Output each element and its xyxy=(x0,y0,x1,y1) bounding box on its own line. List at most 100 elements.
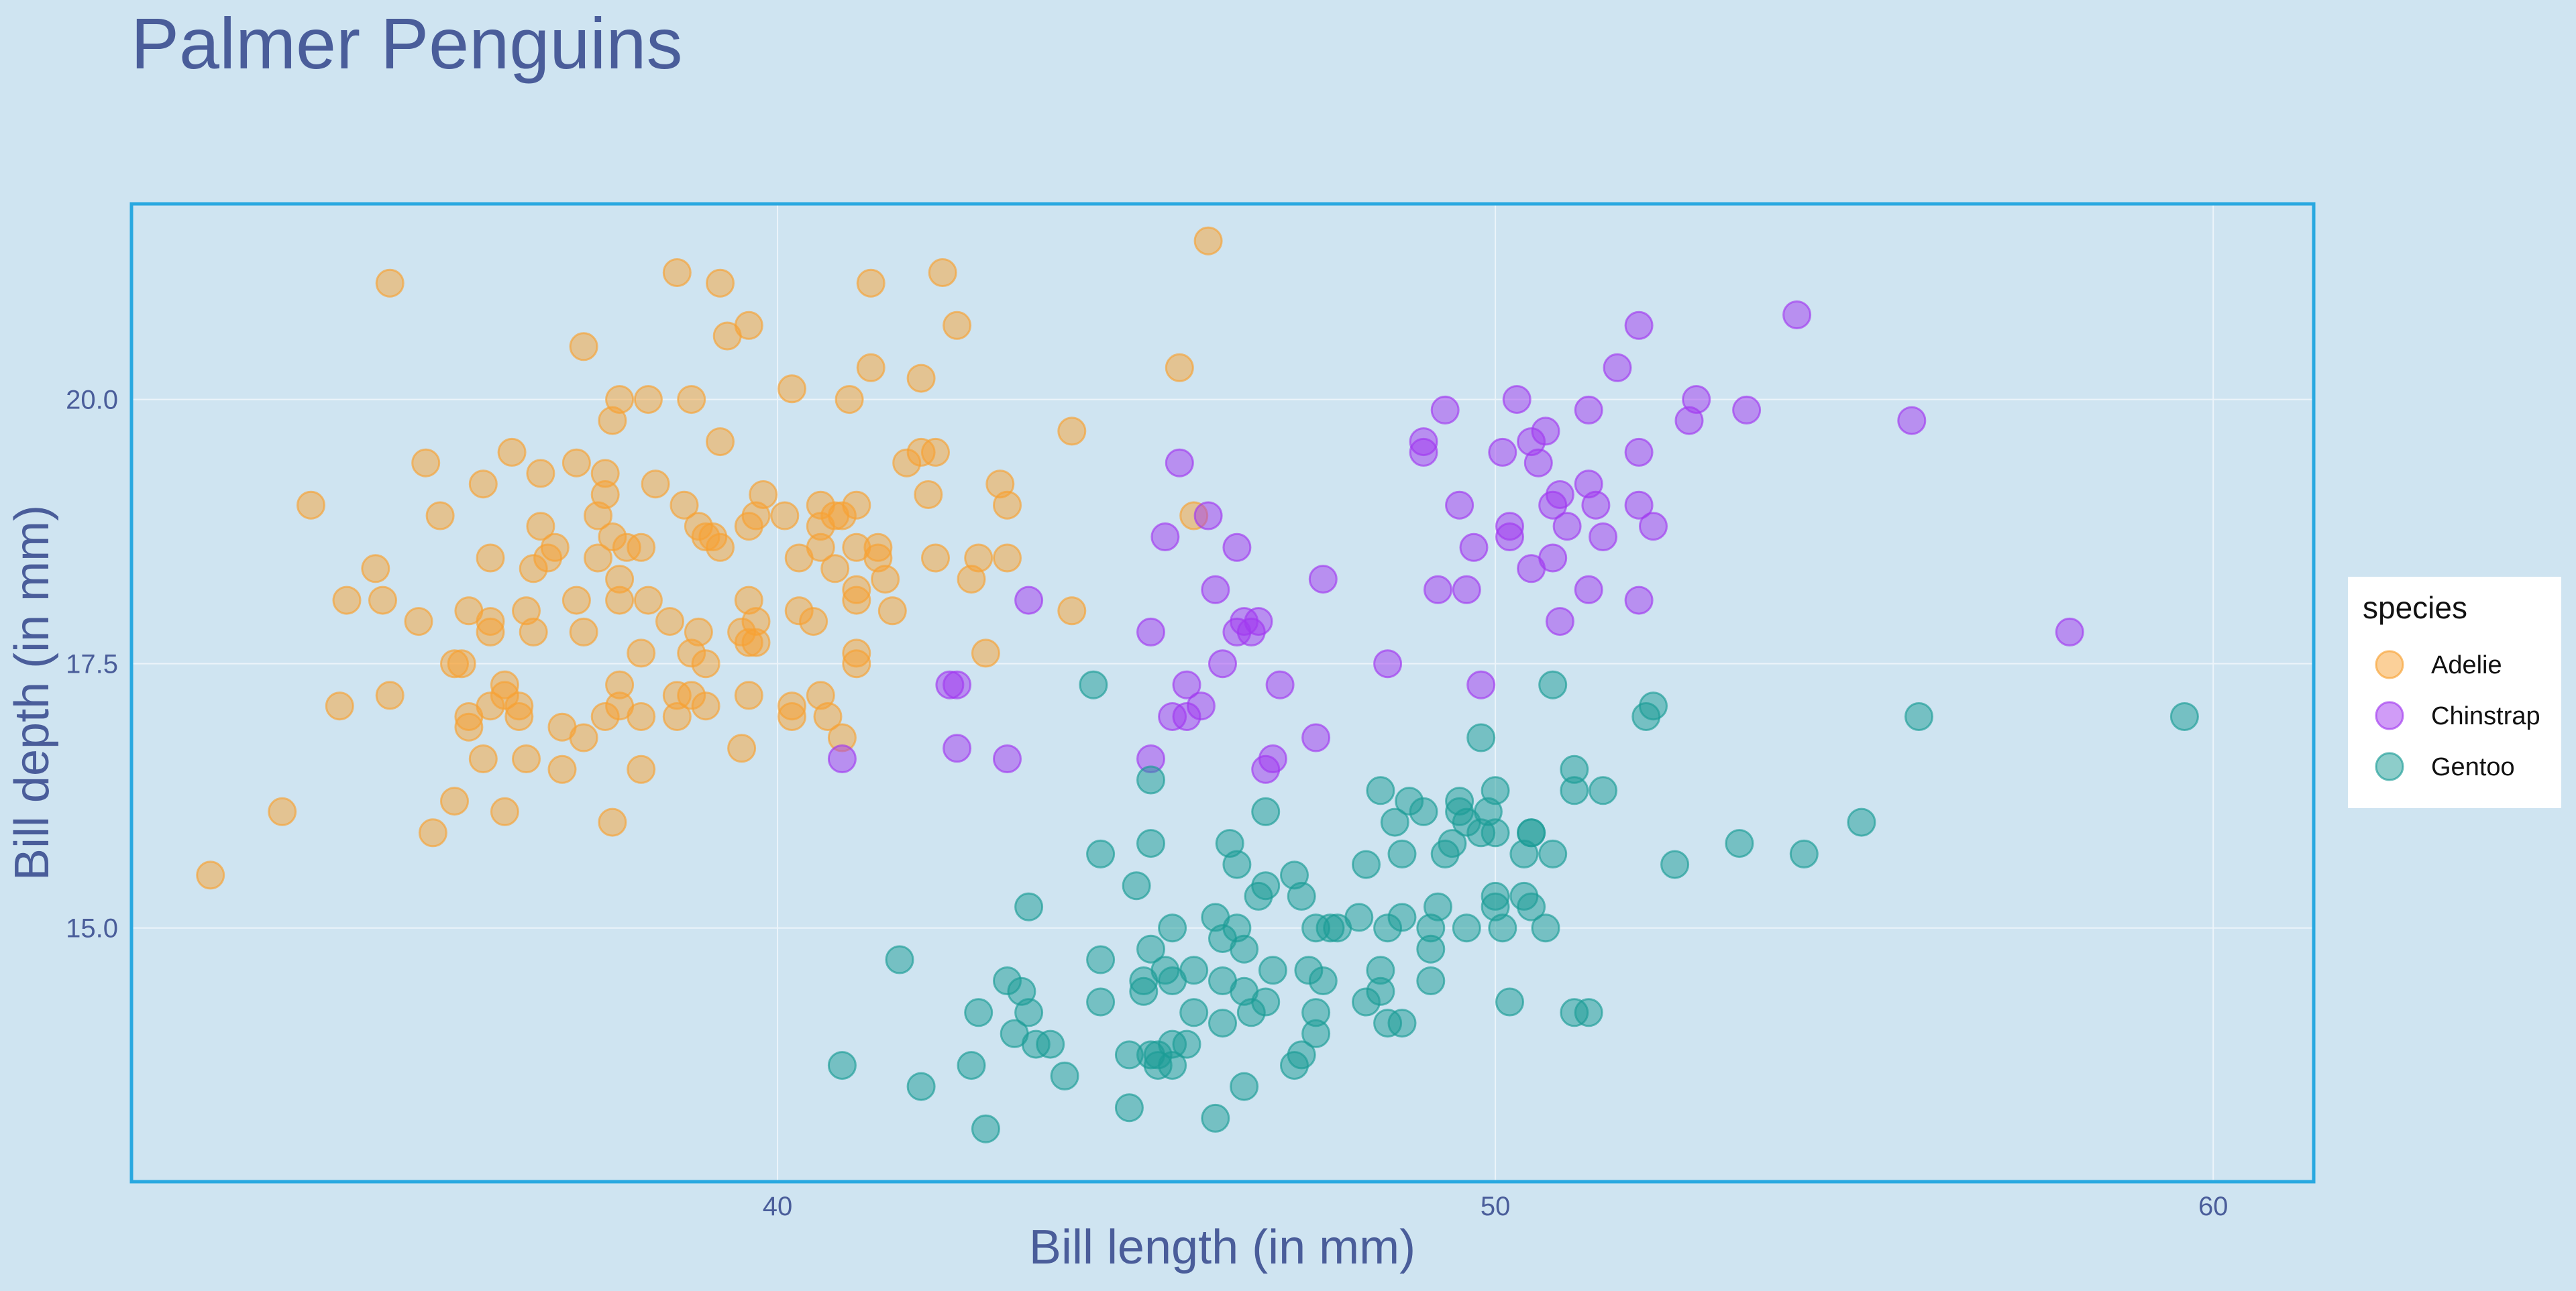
data-point-chinstrap xyxy=(1897,406,1927,435)
data-point-adelie xyxy=(706,268,735,298)
y-axis-title: Bill depth (in mm) xyxy=(5,505,59,881)
data-point-adelie xyxy=(418,818,447,848)
data-point-gentoo xyxy=(1639,691,1668,721)
data-point-adelie xyxy=(268,797,297,826)
data-point-adelie xyxy=(691,649,720,679)
data-point-gentoo xyxy=(1560,754,1589,784)
data-point-adelie xyxy=(447,649,476,679)
data-point-gentoo xyxy=(1438,829,1467,858)
data-point-adelie xyxy=(820,554,850,583)
data-point-chinstrap xyxy=(993,744,1022,773)
data-point-adelie xyxy=(325,691,354,721)
data-point-chinstrap xyxy=(1581,490,1611,520)
data-point-gentoo xyxy=(1387,839,1417,868)
data-point-chinstrap xyxy=(1782,300,1812,329)
data-point-adelie xyxy=(476,617,505,647)
data-point-gentoo xyxy=(1172,1029,1201,1059)
data-point-gentoo xyxy=(1517,818,1546,848)
data-point-chinstrap xyxy=(1682,385,1711,414)
data-point-adelie xyxy=(375,681,405,710)
data-point-adelie xyxy=(921,543,950,573)
data-point-gentoo xyxy=(971,1114,1000,1143)
data-point-chinstrap xyxy=(1222,532,1252,562)
data-point-adelie xyxy=(627,702,656,731)
legend-label-adelie: Adelie xyxy=(2431,651,2502,679)
data-point-gentoo xyxy=(1904,702,1933,731)
data-point-gentoo xyxy=(1208,1009,1237,1038)
data-point-chinstrap xyxy=(1545,607,1574,636)
x-axis-title: Bill length (in mm) xyxy=(1029,1221,1415,1274)
data-point-gentoo xyxy=(1452,913,1481,943)
y-tick-label: 20.0 xyxy=(66,386,118,415)
data-point-adelie xyxy=(749,480,778,509)
data-point-chinstrap xyxy=(1258,744,1287,773)
data-point-gentoo xyxy=(2169,702,2199,731)
data-point-adelie xyxy=(368,585,397,615)
data-point-adelie xyxy=(569,332,598,361)
data-point-chinstrap xyxy=(1624,490,1654,520)
data-point-chinstrap xyxy=(1165,448,1194,478)
data-point-chinstrap xyxy=(1459,532,1489,562)
data-point-chinstrap xyxy=(1603,353,1632,382)
data-point-adelie xyxy=(641,469,670,499)
data-point-adelie xyxy=(842,490,871,520)
data-point-adelie xyxy=(835,385,864,414)
series-gentoo xyxy=(827,670,2199,1143)
x-tick-label: 50 xyxy=(1481,1192,1511,1221)
data-point-gentoo xyxy=(885,945,914,974)
data-point-chinstrap xyxy=(943,670,972,699)
legend-items: Adelie Chinstrap Gentoo xyxy=(2375,650,2540,781)
data-point-adelie xyxy=(569,723,598,752)
data-point-gentoo xyxy=(1488,913,1517,943)
legend-label-chinstrap: Chinstrap xyxy=(2431,702,2540,730)
data-point-gentoo xyxy=(1086,839,1116,868)
data-point-adelie xyxy=(727,734,757,763)
data-point-gentoo xyxy=(1517,892,1546,921)
data-point-adelie xyxy=(627,532,656,562)
data-point-gentoo xyxy=(1129,976,1159,1006)
data-point-gentoo xyxy=(1079,670,1108,699)
data-point-gentoo xyxy=(1014,998,1044,1027)
data-points xyxy=(196,226,2199,1143)
data-point-adelie xyxy=(813,702,843,731)
data-point-adelie xyxy=(633,585,663,615)
data-point-gentoo xyxy=(1179,998,1209,1027)
data-point-gentoo xyxy=(1086,987,1116,1017)
data-point-chinstrap xyxy=(1624,585,1654,615)
data-point-adelie xyxy=(914,480,943,509)
data-point-adelie xyxy=(411,448,441,478)
data-point-adelie xyxy=(468,744,498,773)
data-point-gentoo xyxy=(1387,1009,1417,1038)
data-point-gentoo xyxy=(1352,850,1381,879)
data-point-gentoo xyxy=(1481,818,1510,848)
y-tick-label: 15.0 xyxy=(66,914,118,944)
data-point-adelie xyxy=(921,437,950,467)
data-point-adelie xyxy=(468,469,498,499)
data-point-adelie xyxy=(1057,416,1087,446)
data-point-gentoo xyxy=(1589,776,1618,805)
data-point-chinstrap xyxy=(1624,437,1654,467)
data-point-gentoo xyxy=(1538,839,1568,868)
data-point-adelie xyxy=(196,860,225,890)
data-point-gentoo xyxy=(1344,903,1374,932)
data-point-adelie xyxy=(777,691,806,721)
data-point-chinstrap xyxy=(1308,565,1338,594)
data-point-gentoo xyxy=(1230,934,1259,964)
data-point-adelie xyxy=(943,311,972,340)
data-point-gentoo xyxy=(1258,956,1287,985)
data-point-chinstrap xyxy=(1136,617,1165,647)
data-point-gentoo xyxy=(1201,1103,1230,1133)
data-point-chinstrap xyxy=(1301,723,1331,752)
data-point-adelie xyxy=(877,596,907,626)
data-point-chinstrap xyxy=(1201,575,1230,604)
data-point-chinstrap xyxy=(1531,416,1560,446)
data-point-adelie xyxy=(993,490,1022,520)
data-point-adelie xyxy=(906,363,936,393)
data-point-chinstrap xyxy=(2055,617,2084,647)
data-point-gentoo xyxy=(1251,871,1281,901)
data-point-gentoo xyxy=(1538,670,1568,699)
data-point-gentoo xyxy=(1136,765,1165,795)
